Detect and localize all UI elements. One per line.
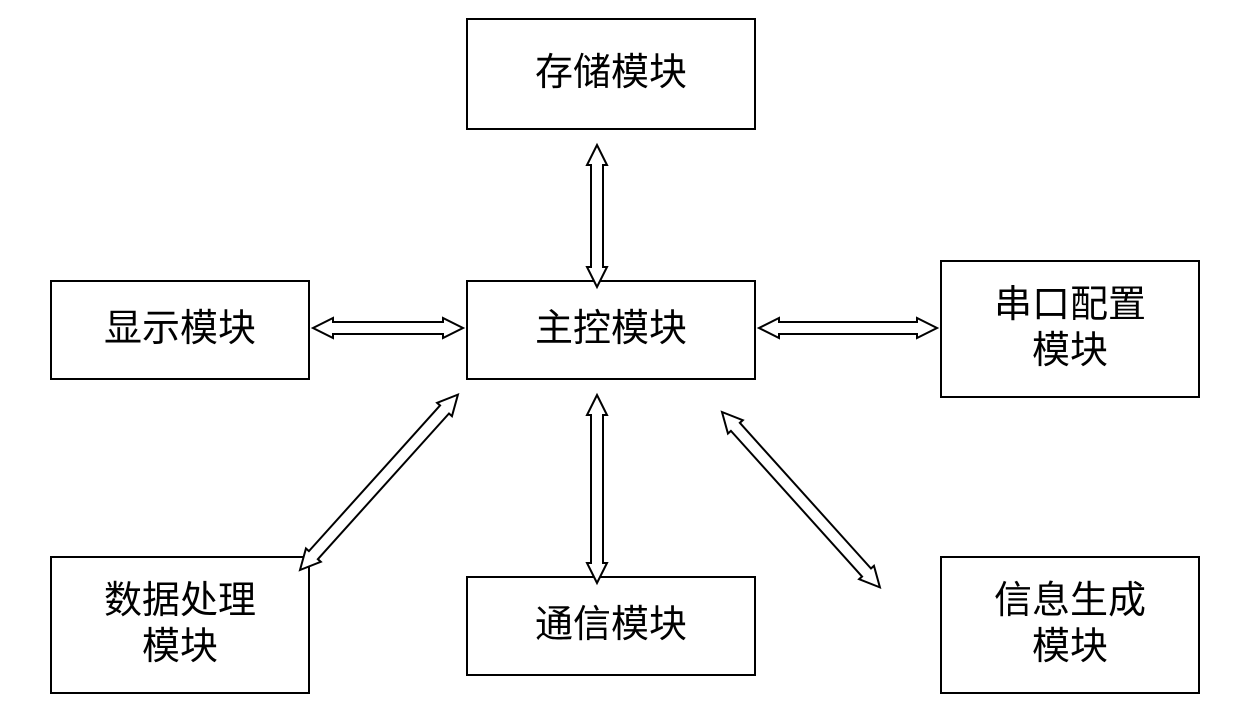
- a-storage-main-shape: [587, 145, 607, 287]
- a-main-serial-shape: [759, 318, 937, 338]
- node-dataproc: 数据处理 模块: [50, 556, 310, 694]
- a-main-serial: [759, 316, 937, 340]
- a-main-dataproc: [291, 387, 467, 578]
- node-infogen-label: 信息生成 模块: [994, 579, 1146, 670]
- a-display-main: [313, 316, 463, 340]
- node-display-label: 显示模块: [104, 307, 256, 353]
- node-infogen: 信息生成 模块: [940, 556, 1200, 694]
- a-main-infogen: [713, 404, 889, 595]
- a-display-main-shape: [313, 318, 463, 338]
- node-comm-label: 通信模块: [535, 603, 687, 649]
- node-main-label: 主控模块: [535, 307, 687, 353]
- node-storage: 存储模块: [466, 18, 756, 130]
- node-serial-label: 串口配置 模块: [994, 283, 1146, 374]
- node-comm: 通信模块: [466, 576, 756, 676]
- node-storage-label: 存储模块: [535, 51, 687, 97]
- node-main: 主控模块: [466, 280, 756, 380]
- a-main-comm: [585, 395, 609, 583]
- node-serial: 串口配置 模块: [940, 260, 1200, 398]
- a-main-dataproc-shape: [293, 388, 466, 577]
- a-main-comm-shape: [587, 395, 607, 583]
- node-dataproc-label: 数据处理 模块: [104, 579, 256, 670]
- a-main-infogen-shape: [715, 405, 888, 594]
- a-storage-main: [585, 145, 609, 287]
- node-display: 显示模块: [50, 280, 310, 380]
